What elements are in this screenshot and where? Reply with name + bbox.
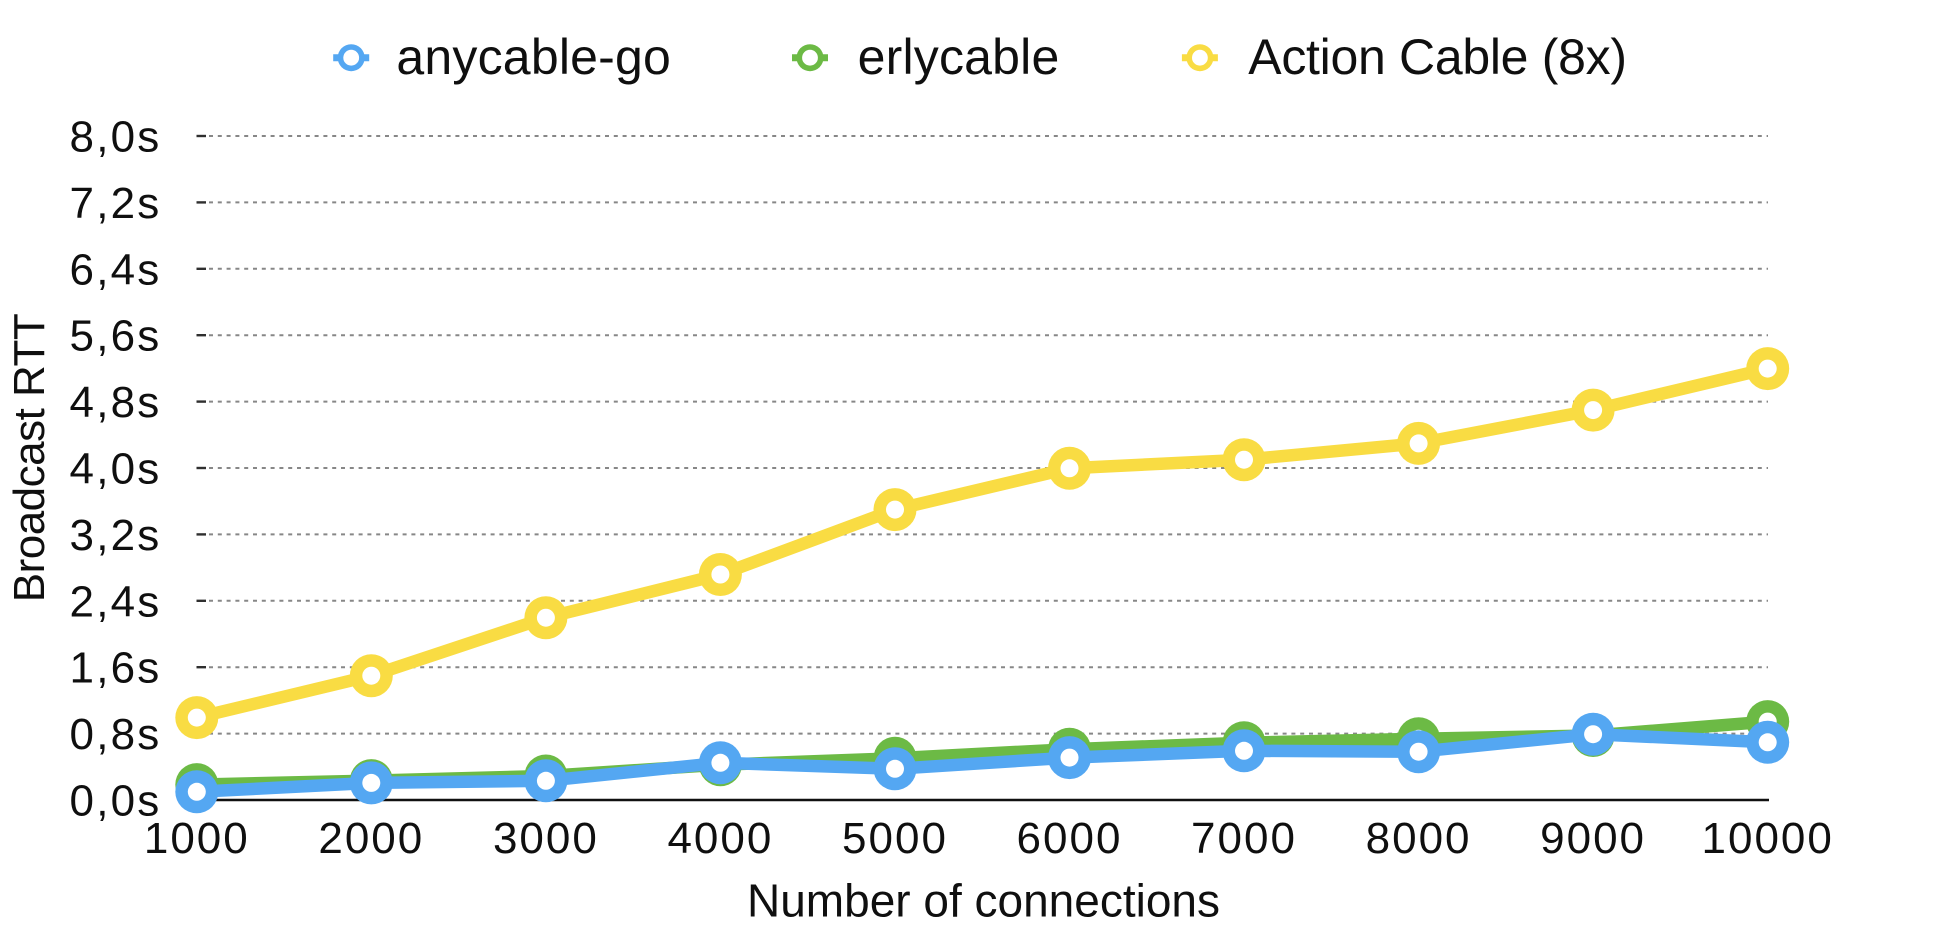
svg-text:1000: 1000 <box>144 814 250 863</box>
svg-text:1,6s: 1,6s <box>70 644 162 693</box>
svg-text:6,4s: 6,4s <box>70 245 162 294</box>
svg-text:3,2s: 3,2s <box>70 511 162 560</box>
svg-text:Number of connections: Number of connections <box>747 875 1220 927</box>
svg-text:erlycable: erlycable <box>858 29 1060 85</box>
svg-text:5000: 5000 <box>842 814 948 863</box>
svg-text:9000: 9000 <box>1540 814 1646 863</box>
svg-text:Broadcast RTT: Broadcast RTT <box>5 314 54 603</box>
svg-text:7000: 7000 <box>1191 814 1297 863</box>
svg-text:anycable-go: anycable-go <box>396 29 671 85</box>
svg-text:Action Cable (8x): Action Cable (8x) <box>1248 29 1626 85</box>
svg-text:4,0s: 4,0s <box>70 445 162 494</box>
svg-text:2,4s: 2,4s <box>70 577 162 626</box>
svg-text:5,6s: 5,6s <box>70 312 162 361</box>
svg-text:2000: 2000 <box>318 814 424 863</box>
svg-text:8,0s: 8,0s <box>70 113 162 162</box>
svg-text:8000: 8000 <box>1366 814 1472 863</box>
svg-text:4,8s: 4,8s <box>70 378 162 427</box>
svg-text:0,0s: 0,0s <box>70 777 162 826</box>
svg-text:7,2s: 7,2s <box>70 179 162 228</box>
svg-text:6000: 6000 <box>1017 814 1123 863</box>
svg-text:4000: 4000 <box>667 814 773 863</box>
svg-text:0,8s: 0,8s <box>70 710 162 759</box>
svg-text:10000: 10000 <box>1702 814 1834 863</box>
svg-text:3000: 3000 <box>493 814 599 863</box>
